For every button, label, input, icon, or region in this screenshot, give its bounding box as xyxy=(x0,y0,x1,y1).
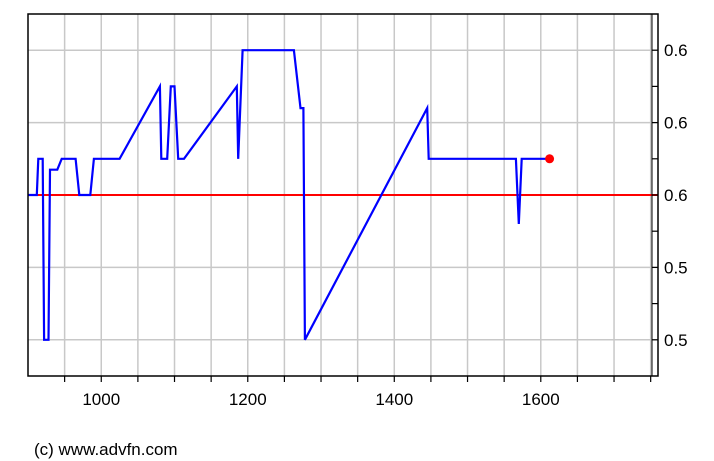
y-tick-label: 0.6 xyxy=(664,114,688,133)
x-tick-label: 1600 xyxy=(522,390,560,409)
copyright-text: (c) www.advfn.com xyxy=(34,440,178,459)
x-tick-label: 1400 xyxy=(375,390,413,409)
x-axis: 1000 1200 1400 1600 xyxy=(64,376,652,409)
x-tick-label: 1000 xyxy=(82,390,120,409)
y-axis: 0.5 0.5 0.6 0.6 0.6 xyxy=(652,41,688,350)
last-price-point xyxy=(545,154,555,164)
y-tick-label: 0.5 xyxy=(664,258,688,277)
x-tick-label: 1200 xyxy=(229,390,267,409)
chart-marks xyxy=(28,49,658,341)
y-tick-label: 0.5 xyxy=(664,331,688,350)
y-tick-label: 0.6 xyxy=(664,186,688,205)
price-series-line xyxy=(28,49,550,341)
y-tick-label: 0.6 xyxy=(664,41,688,60)
